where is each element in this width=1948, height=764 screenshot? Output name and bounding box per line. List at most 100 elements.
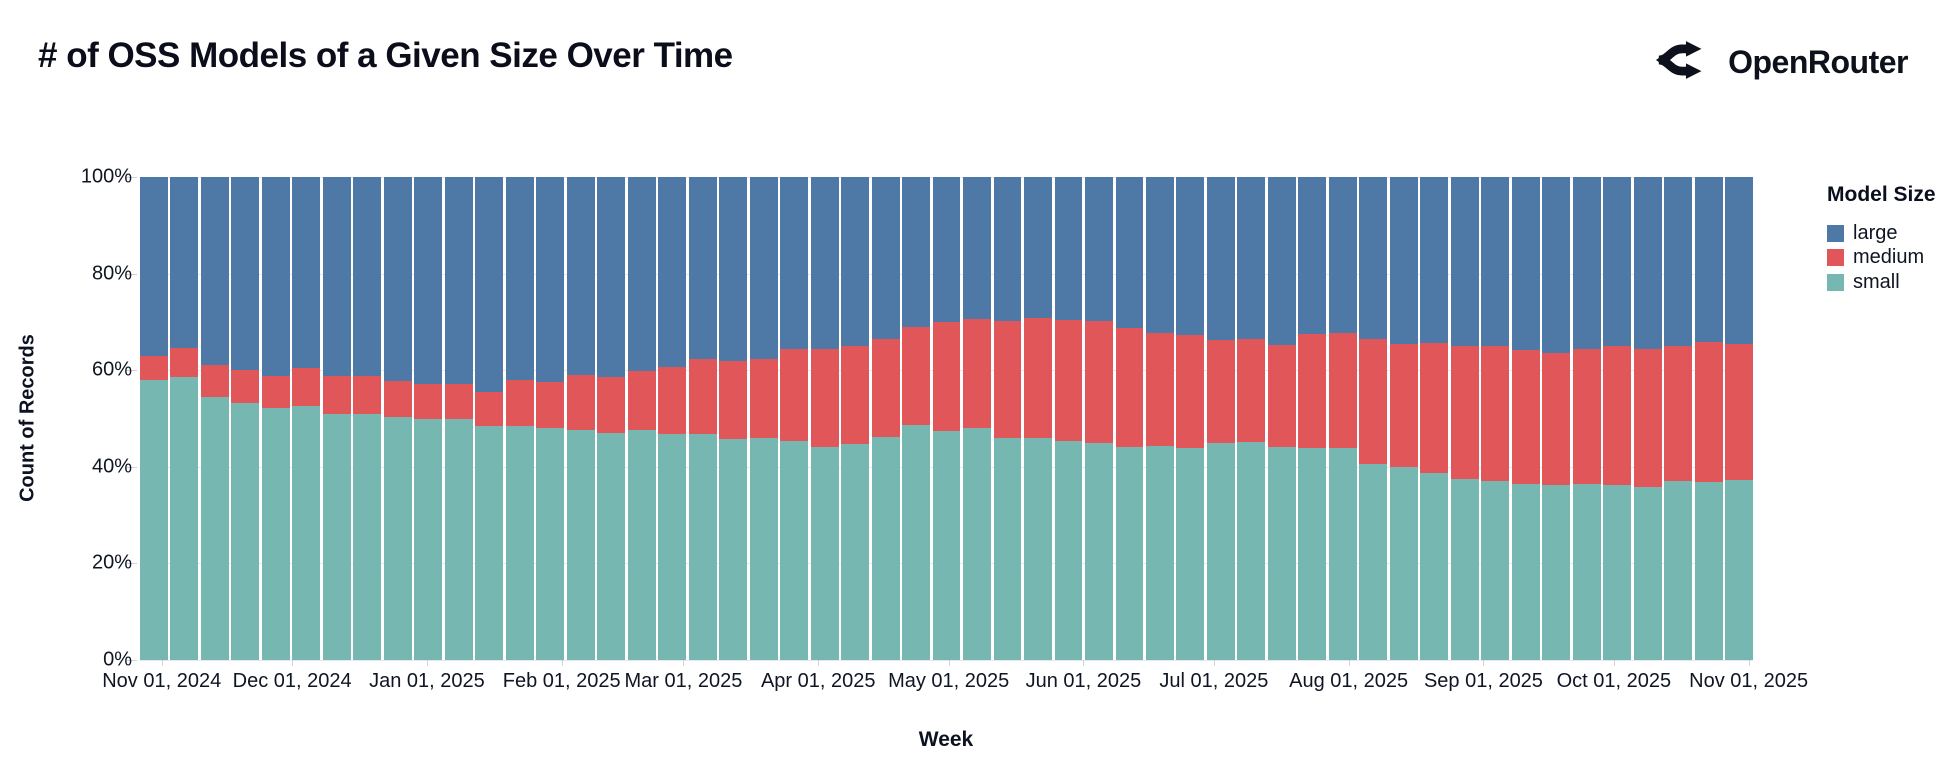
bar-segment-medium-2025-06-15[interactable] (1145, 332, 1174, 447)
bar-segment-medium-2025-05-25[interactable] (1054, 319, 1083, 442)
bar-segment-medium-2025-03-23[interactable] (780, 349, 809, 441)
bar-segment-medium-2024-10-27[interactable] (140, 355, 168, 380)
bar-segment-medium-2025-03-30[interactable] (810, 349, 839, 448)
bar-segment-medium-2025-01-12[interactable] (475, 391, 504, 427)
bar-segment-small-2025-07-13[interactable] (1267, 447, 1296, 660)
bar-segment-medium-2024-12-08[interactable] (322, 376, 351, 414)
bar-segment-large-2025-06-01[interactable] (1085, 177, 1113, 321)
bar-segment-medium-2025-06-29[interactable] (1206, 340, 1235, 443)
bar-segment-small-2025-03-23[interactable] (780, 440, 809, 660)
bar-segment-large-2025-04-13[interactable] (871, 177, 900, 339)
bar-segment-medium-2025-10-26[interactable] (1725, 343, 1754, 480)
bar-segment-medium-2025-03-02[interactable] (688, 359, 717, 435)
bar-segment-large-2025-04-20[interactable] (902, 177, 930, 327)
bar-segment-medium-2025-08-31[interactable] (1481, 346, 1510, 481)
bar-segment-large-2024-12-22[interactable] (383, 177, 412, 381)
bar-segment-medium-2025-05-18[interactable] (1024, 318, 1052, 438)
bar-segment-small-2025-08-24[interactable] (1450, 479, 1479, 660)
bar-segment-large-2025-08-10[interactable] (1389, 177, 1418, 344)
bar-segment-large-2025-08-31[interactable] (1481, 177, 1510, 347)
bar-segment-small-2025-01-26[interactable] (536, 427, 565, 660)
bar-segment-medium-2024-12-29[interactable] (414, 384, 443, 420)
bar-segment-medium-2024-12-22[interactable] (383, 380, 412, 418)
bar-segment-medium-2025-02-02[interactable] (566, 374, 595, 430)
bar-segment-small-2025-06-29[interactable] (1206, 442, 1235, 660)
bar-segment-small-2025-06-08[interactable] (1115, 447, 1144, 660)
bar-segment-small-2025-04-20[interactable] (902, 425, 930, 660)
bar-segment-small-2025-06-01[interactable] (1085, 442, 1113, 660)
bar-segment-small-2025-02-23[interactable] (658, 434, 687, 660)
bar-segment-medium-2025-08-17[interactable] (1420, 343, 1449, 473)
bar-segment-small-2025-07-20[interactable] (1298, 447, 1327, 660)
bar-segment-small-2024-12-29[interactable] (414, 419, 443, 660)
bar-segment-small-2025-07-06[interactable] (1237, 442, 1266, 660)
bar-segment-medium-2025-08-10[interactable] (1389, 343, 1418, 468)
bar-segment-large-2025-03-09[interactable] (719, 177, 748, 361)
bar-segment-small-2024-12-22[interactable] (383, 417, 412, 660)
bar-segment-medium-2025-09-28[interactable] (1603, 346, 1632, 486)
bar-segment-medium-2024-11-10[interactable] (200, 365, 229, 397)
bar-segment-small-2025-03-02[interactable] (688, 434, 717, 660)
bar-segment-small-2025-03-30[interactable] (810, 447, 839, 660)
bar-segment-large-2025-07-20[interactable] (1298, 177, 1327, 335)
bar-segment-small-2025-08-17[interactable] (1420, 472, 1449, 660)
bar-segment-large-2025-05-25[interactable] (1054, 177, 1083, 320)
bar-segment-medium-2025-02-23[interactable] (658, 367, 687, 435)
bar-segment-medium-2025-02-16[interactable] (627, 370, 656, 430)
bar-segment-medium-2025-07-20[interactable] (1298, 334, 1327, 448)
bar-segment-large-2024-12-15[interactable] (353, 177, 382, 376)
bar-segment-large-2024-11-10[interactable] (200, 177, 229, 366)
bar-segment-medium-2025-10-19[interactable] (1694, 342, 1723, 482)
bar-segment-small-2025-07-27[interactable] (1328, 447, 1357, 660)
bar-segment-small-2025-04-06[interactable] (841, 444, 870, 660)
bar-segment-medium-2024-12-01[interactable] (292, 367, 321, 406)
bar-segment-medium-2025-04-27[interactable] (932, 321, 961, 431)
bar-segment-medium-2025-04-20[interactable] (902, 326, 930, 426)
bar-segment-large-2025-01-26[interactable] (536, 177, 565, 383)
bar-segment-small-2025-04-27[interactable] (932, 430, 961, 660)
bar-segment-large-2025-01-12[interactable] (475, 177, 504, 392)
bar-segment-medium-2025-07-27[interactable] (1328, 333, 1357, 448)
bar-segment-small-2024-12-01[interactable] (292, 405, 321, 660)
bar-segment-large-2025-06-15[interactable] (1145, 177, 1174, 333)
bar-segment-large-2025-10-19[interactable] (1694, 177, 1723, 343)
bar-segment-small-2025-08-31[interactable] (1481, 480, 1510, 660)
bar-segment-medium-2025-03-09[interactable] (719, 360, 748, 439)
bar-segment-small-2025-03-09[interactable] (719, 438, 748, 660)
bar-segment-medium-2025-03-16[interactable] (749, 359, 778, 438)
bar-segment-small-2025-08-03[interactable] (1359, 463, 1388, 660)
bar-segment-large-2025-05-18[interactable] (1024, 177, 1052, 319)
bar-segment-medium-2025-10-12[interactable] (1664, 345, 1693, 482)
bar-segment-large-2025-09-21[interactable] (1572, 177, 1601, 350)
bar-segment-large-2025-09-28[interactable] (1603, 177, 1632, 347)
bar-segment-large-2025-02-16[interactable] (627, 177, 656, 371)
bar-segment-large-2025-07-06[interactable] (1237, 177, 1266, 340)
bar-segment-large-2025-10-05[interactable] (1633, 177, 1662, 350)
bar-segment-medium-2024-11-03[interactable] (170, 348, 199, 378)
bar-segment-small-2025-09-07[interactable] (1511, 484, 1540, 660)
bar-segment-large-2024-11-03[interactable] (170, 177, 199, 349)
bar-segment-medium-2024-11-17[interactable] (231, 370, 260, 403)
bar-segment-large-2025-06-08[interactable] (1115, 177, 1144, 328)
bar-segment-medium-2025-04-13[interactable] (871, 338, 900, 438)
bar-segment-medium-2025-02-09[interactable] (597, 377, 626, 433)
bar-segment-small-2024-12-08[interactable] (322, 413, 351, 660)
bar-segment-large-2025-01-05[interactable] (444, 177, 473, 385)
bar-segment-large-2025-08-17[interactable] (1420, 177, 1449, 344)
bar-segment-small-2025-02-02[interactable] (566, 429, 595, 660)
bar-segment-large-2025-09-07[interactable] (1511, 177, 1540, 351)
bar-segment-medium-2025-01-05[interactable] (444, 384, 473, 420)
bar-segment-large-2025-10-26[interactable] (1725, 177, 1754, 344)
bar-segment-medium-2025-09-07[interactable] (1511, 350, 1540, 485)
bar-segment-large-2025-10-12[interactable] (1664, 177, 1693, 346)
bar-segment-small-2024-11-03[interactable] (170, 377, 199, 660)
bar-segment-large-2024-12-08[interactable] (322, 177, 351, 377)
bar-segment-large-2025-08-24[interactable] (1450, 177, 1479, 346)
bar-segment-small-2025-02-16[interactable] (627, 429, 656, 660)
bar-segment-small-2025-06-15[interactable] (1145, 446, 1174, 660)
bar-segment-small-2025-05-04[interactable] (963, 427, 991, 660)
bar-segment-small-2025-06-22[interactable] (1176, 447, 1205, 660)
bar-segment-small-2025-05-18[interactable] (1024, 437, 1052, 660)
bar-segment-large-2024-12-01[interactable] (292, 177, 321, 368)
bar-segment-medium-2025-06-08[interactable] (1115, 327, 1144, 448)
